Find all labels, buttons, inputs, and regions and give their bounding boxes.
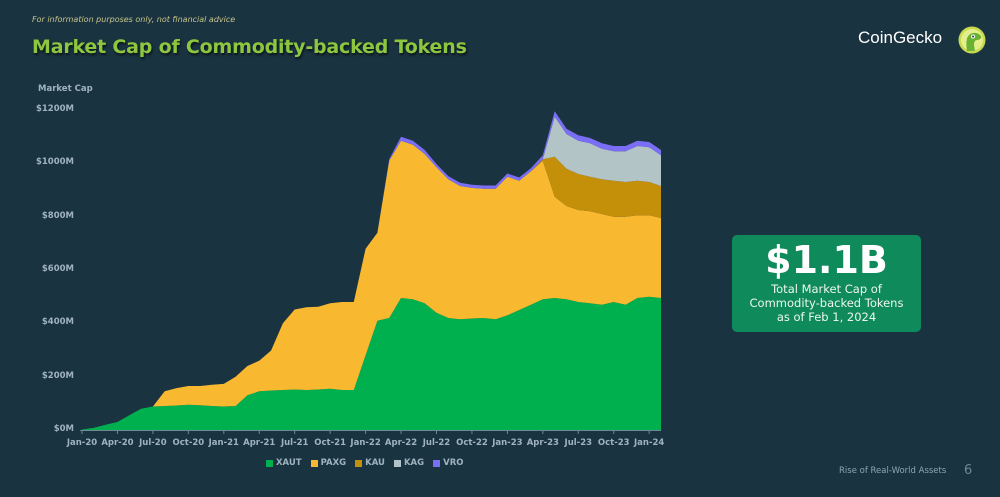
x-tick-label: Jul-22 [422,438,451,448]
x-tick-label: Jul-23 [564,438,593,448]
legend-item-paxg[interactable]: PAXG [310,458,347,468]
x-tick-label: Jan-22 [350,438,381,448]
x-tick-label: Apr-20 [101,438,134,448]
legend-item-kau[interactable]: KAU [355,458,385,468]
page-title: Market Cap of Commodity-backed Tokens [32,36,467,58]
x-tick-label: Jan-21 [208,438,239,448]
y-tick-label: $1200M [35,104,74,114]
y-tick-label: $800M [41,210,74,221]
legend-label: PAXG [320,458,347,468]
x-tick-label: Jan-24 [634,438,665,448]
legend-item-xaut[interactable]: XAUT [266,458,302,468]
area-xaut [82,296,661,430]
total-market-cap-value: $1.1B [765,238,888,282]
x-tick-label: Jul-20 [139,438,167,448]
legend-swatch-icon [393,459,401,467]
x-tick-label: Apr-23 [526,438,559,448]
x-tick-label: Oct-23 [597,438,630,448]
legend-swatch-icon [266,459,273,467]
deck-title: Rise of Real-World Assets [839,466,947,476]
x-tick-label: Jan-23 [492,438,523,448]
chart-legend: XAUT PAXG KAU KAG VRO [266,458,463,468]
area-paxg [82,140,661,430]
legend-swatch-icon [433,459,441,467]
x-tick-label: Jan-20 [66,438,98,448]
total-market-cap-card: $1.1B Total Market Cap of Commodity-back… [732,235,921,332]
stat-caption-line1: Total Market Cap of [771,282,882,296]
x-tick-label: Oct-22 [456,438,488,448]
legend-item-vro[interactable]: VRO [433,458,463,468]
y-tick-label: $600M [41,264,74,274]
legend-item-kag[interactable]: KAG [393,458,425,468]
x-tick-label: Jul-21 [280,438,309,448]
x-tick-label: Oct-20 [172,438,205,448]
x-tick-label: Apr-21 [243,438,276,448]
legend-label: KAU [365,458,385,468]
x-tick-label: Oct-21 [314,438,346,448]
legend-label: VRO [443,458,464,468]
brand-name: CoinGecko [858,28,943,47]
disclaimer-text: For information purposes only, not finan… [32,15,236,24]
y-tick-label: $0M [53,424,74,434]
legend-label: KAG [403,458,425,468]
page-number: 6 [964,463,973,478]
stat-caption-line2: Commodity-backed Tokens [749,296,904,310]
y-axis-title: Market Cap [38,84,93,94]
legend-label: XAUT [276,458,302,468]
y-tick-label: $200M [41,370,74,381]
y-tick-label: $1000M [35,157,74,168]
legend-swatch-icon [355,459,363,467]
stat-caption-line3: as of Feb 1, 2024 [776,310,877,324]
gecko-logo-icon [958,26,986,54]
x-tick-label: Apr-22 [384,438,418,448]
legend-swatch-icon [310,459,318,467]
y-tick-label: $400M [41,317,74,328]
